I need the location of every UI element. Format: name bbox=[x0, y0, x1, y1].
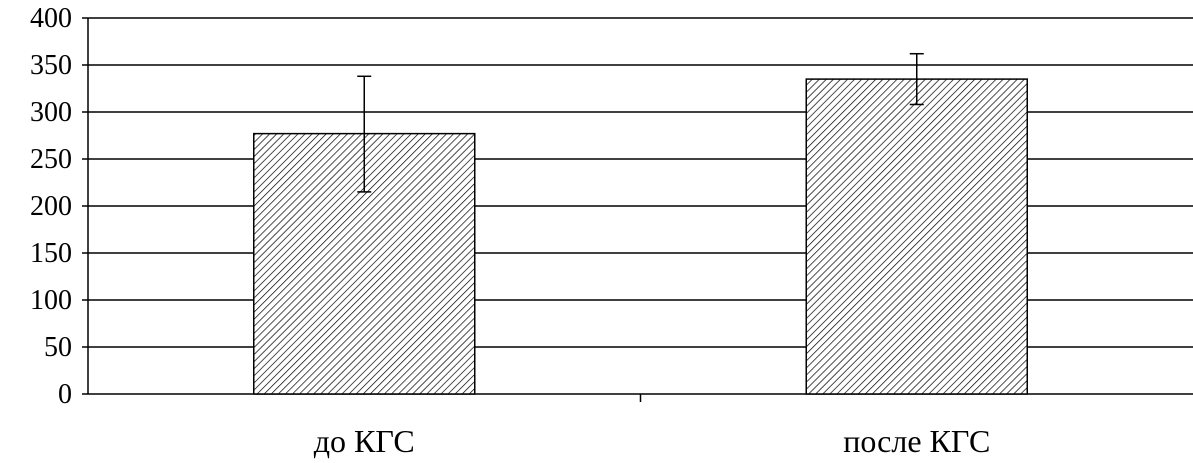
category-label: до КГС bbox=[314, 423, 415, 459]
error-bars bbox=[357, 52, 924, 193]
y-tick-labels: 0 50 100 150 200 250 300 350 400 bbox=[30, 3, 72, 410]
y-tick-label: 400 bbox=[30, 3, 72, 34]
y-tick-label: 350 bbox=[30, 50, 72, 81]
y-tick-label: 100 bbox=[30, 285, 72, 316]
bar-2 bbox=[805, 78, 1028, 395]
bars bbox=[253, 78, 1028, 395]
y-tick-label: 200 bbox=[30, 191, 72, 222]
y-tick-label: 150 bbox=[30, 238, 72, 269]
y-tick-label: 250 bbox=[30, 144, 72, 175]
category-labels: до КГС после КГС bbox=[314, 423, 991, 459]
y-tick-label: 300 bbox=[30, 97, 72, 128]
y-tick-label: 50 bbox=[44, 332, 72, 363]
category-label: после КГС bbox=[843, 423, 990, 459]
y-tick-label: 0 bbox=[58, 379, 72, 410]
